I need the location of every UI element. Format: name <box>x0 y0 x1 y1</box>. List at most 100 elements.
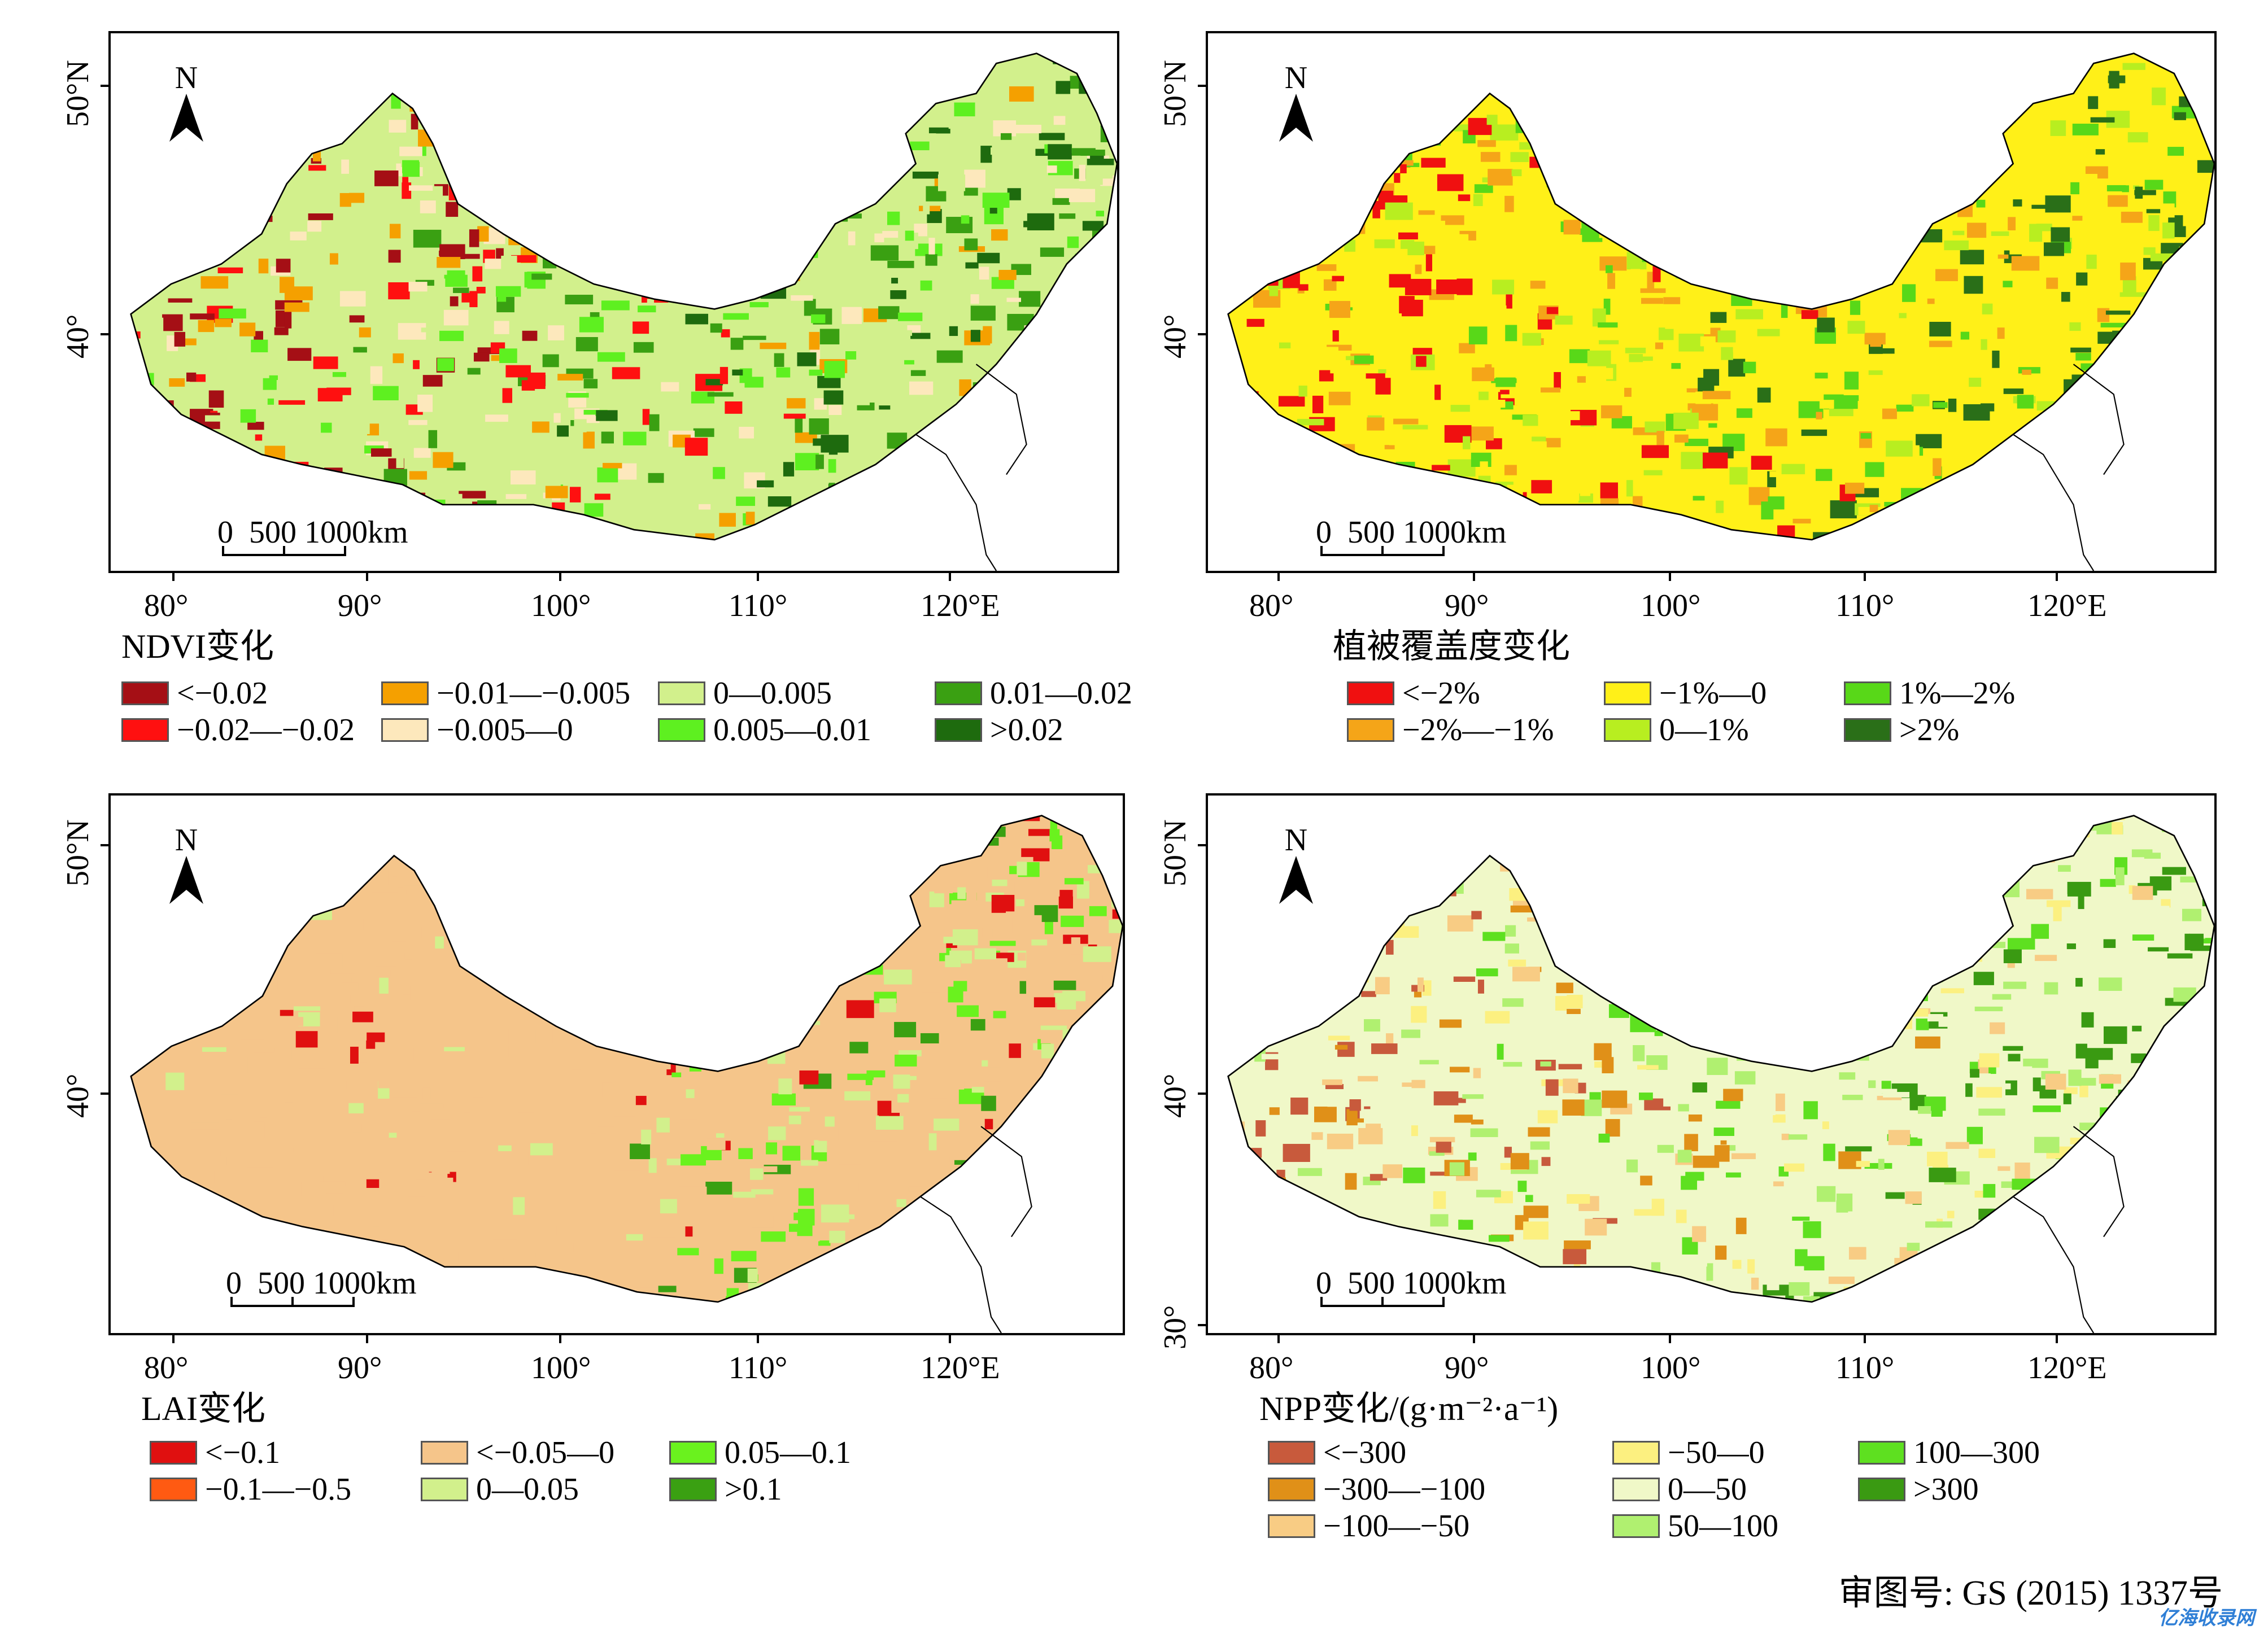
legend-label: 0.05—0.1 <box>725 1437 851 1469</box>
scale-bar: 0 500 1000km <box>217 517 364 567</box>
scale-bar-tick <box>283 546 285 556</box>
north-label: N <box>164 824 209 856</box>
x-tick-label: 100° <box>531 1352 591 1384</box>
legend-swatch <box>421 1478 468 1501</box>
north-arrow: N <box>164 62 209 147</box>
x-tick-label: 120°E <box>2027 1352 2107 1384</box>
x-tick-label: 100° <box>1641 590 1700 622</box>
legend-label: −0.1—−0.5 <box>205 1474 351 1505</box>
legend-item: <−0.02 <box>121 678 268 709</box>
scale-bar-tick <box>1381 1297 1384 1307</box>
x-tick <box>366 1335 368 1343</box>
legend-swatch <box>935 718 982 742</box>
x-tick <box>1864 573 1866 581</box>
legend-label: >2% <box>1899 714 1959 746</box>
north-arrow: N <box>1273 62 1319 147</box>
x-tick <box>949 1335 951 1343</box>
legend-label: >300 <box>1913 1474 1979 1505</box>
y-tick <box>1198 333 1206 335</box>
x-tick-label: 90° <box>338 590 382 622</box>
y-tick-label: 50°N <box>1159 819 1191 886</box>
north-arrow-icon <box>1273 94 1319 145</box>
legend-swatch <box>121 681 169 705</box>
legend-swatch <box>1858 1441 1905 1465</box>
map-region <box>1208 33 2214 571</box>
legend-item: −0.02—−0.02 <box>121 714 355 746</box>
x-tick <box>559 1335 561 1343</box>
north-arrow-icon <box>164 94 209 145</box>
legend-item: 0—0.05 <box>421 1474 579 1505</box>
x-tick-label: 110° <box>729 590 787 622</box>
map-region <box>111 796 1123 1333</box>
y-tick <box>101 85 108 87</box>
map-region <box>1208 796 2214 1333</box>
scale-bar-tick <box>344 546 346 556</box>
legend-swatch <box>1268 1514 1315 1538</box>
legend-label: −1%—0 <box>1659 678 1767 709</box>
x-tick-label: 90° <box>1445 1352 1489 1384</box>
legend-item: >0.02 <box>935 714 1063 746</box>
map-frame-lai <box>108 793 1125 1335</box>
scale-bar: 0 500 1000km <box>1316 517 1463 567</box>
legend-title: NDVI变化 <box>121 630 274 663</box>
y-tick-label: 50°N <box>62 60 94 127</box>
x-tick <box>1473 573 1475 581</box>
legend-item: <−0.1 <box>150 1437 280 1469</box>
legend-label: >0.1 <box>725 1474 782 1505</box>
y-tick <box>1198 1093 1206 1095</box>
y-tick <box>101 844 108 846</box>
legend-label: 0.01—0.02 <box>990 678 1132 709</box>
legend-item: 0—50 <box>1612 1474 1747 1505</box>
legend-swatch <box>150 1441 197 1465</box>
y-tick-label: 50°N <box>62 819 94 886</box>
legend-swatch <box>669 1441 717 1465</box>
legend-swatch <box>421 1441 468 1465</box>
legend-label: <−0.05—0 <box>476 1437 614 1469</box>
x-tick <box>172 1335 175 1343</box>
legend-item: >300 <box>1858 1474 1979 1505</box>
legend-item: −1%—0 <box>1604 678 1767 709</box>
legend-label: −0.005—0 <box>437 714 573 746</box>
legend-label: 0.005—0.01 <box>713 714 871 746</box>
legend-label: 0—1% <box>1659 714 1749 746</box>
legend-swatch <box>658 681 705 705</box>
legend-item: 0—1% <box>1604 714 1749 746</box>
scale-bar-label: 0 500 1000km <box>226 1268 417 1299</box>
x-tick <box>757 573 759 581</box>
x-tick-label: 90° <box>1445 590 1489 622</box>
legend-swatch <box>1612 1441 1660 1465</box>
legend-title: 植被覆盖度变化 <box>1333 630 1570 663</box>
x-tick-label: 90° <box>338 1352 382 1384</box>
y-tick-label: 40° <box>62 314 94 359</box>
x-tick-label: 80° <box>1249 590 1293 622</box>
x-tick <box>1473 1335 1475 1343</box>
scale-bar-tick <box>1320 1297 1323 1307</box>
y-tick-label: 50°N <box>1159 60 1191 127</box>
x-tick-label: 80° <box>144 590 188 622</box>
legend-swatch <box>1858 1478 1905 1501</box>
legend-swatch <box>1612 1514 1660 1538</box>
scale-bar-tick <box>1320 546 1323 556</box>
x-tick <box>1669 573 1671 581</box>
map-frame-npp <box>1206 793 2217 1335</box>
legend-title: NPP变化/(g·m⁻²·a⁻¹) <box>1259 1392 1558 1426</box>
legend-item: 0.05—0.1 <box>669 1437 851 1469</box>
legend-swatch <box>1604 681 1651 705</box>
legend-swatch <box>1604 718 1651 742</box>
legend-item: >0.1 <box>669 1474 782 1505</box>
legend-label: 0—50 <box>1668 1474 1747 1505</box>
x-tick <box>2056 573 2058 581</box>
scale-bar-tick <box>1442 546 1445 556</box>
legend-label: 100—300 <box>1913 1437 2040 1469</box>
x-tick-label: 100° <box>1641 1352 1700 1384</box>
legend-swatch <box>1347 681 1394 705</box>
legend-label: >0.02 <box>990 714 1063 746</box>
x-tick-label: 80° <box>144 1352 188 1384</box>
scale-bar-tick <box>222 546 224 556</box>
legend-label: −300—−100 <box>1323 1474 1485 1505</box>
legend-label: 50—100 <box>1668 1510 1778 1542</box>
watermark: 亿海收录网 <box>2158 1602 2254 1630</box>
x-tick <box>172 573 175 581</box>
x-tick <box>1277 573 1280 581</box>
x-tick <box>1669 1335 1671 1343</box>
